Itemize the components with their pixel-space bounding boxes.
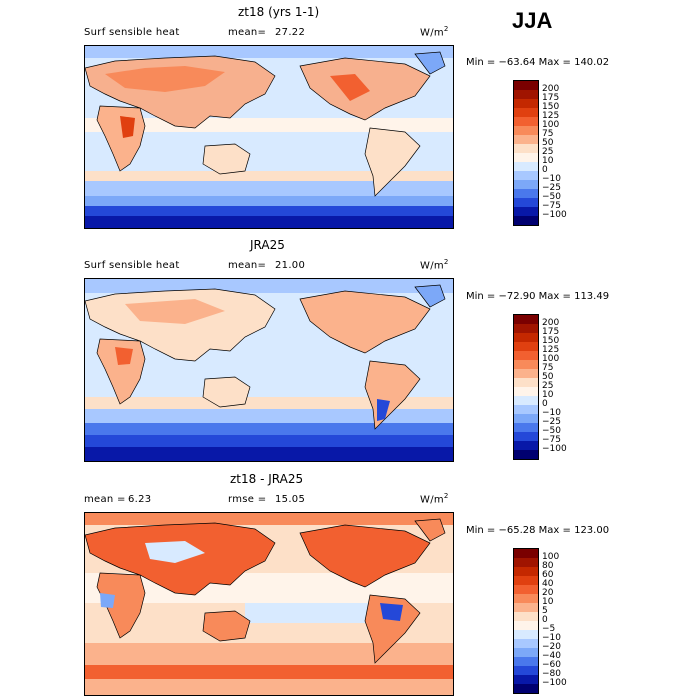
colorbar-label: 25 — [542, 147, 554, 157]
colorbar-label: 0 — [542, 399, 548, 409]
colorbar-label: 80 — [542, 561, 554, 571]
panel-3-colorbar-labels: 100 80 60 40 20 10 5 0 −5 −10 −20 −40 −6… — [542, 553, 567, 688]
colorbar-label: −80 — [542, 669, 561, 679]
colorbar-label: 0 — [542, 615, 548, 625]
panel-1-mean-value: 27.22 — [275, 27, 306, 38]
colorbar-label: 75 — [542, 363, 554, 373]
panel-2-title: JRA25 — [250, 238, 285, 252]
panel-1-variable: Surf sensible heat — [84, 27, 180, 38]
colorbar-label: −25 — [542, 183, 561, 193]
colorbar-label: −75 — [542, 435, 561, 445]
colorbar-label: 200 — [542, 318, 560, 328]
panel-3-map — [84, 512, 454, 696]
panel-1-map — [84, 45, 454, 229]
colorbar-label: −100 — [542, 444, 567, 454]
colorbar-label: −5 — [542, 624, 556, 634]
panel-2-min-max: Min = −72.90 Max = 113.49 — [466, 291, 610, 302]
colorbar-label: −100 — [542, 210, 567, 220]
colorbar-label: 40 — [542, 579, 554, 589]
colorbar-label: 200 — [542, 84, 560, 94]
colorbar-label: 60 — [542, 570, 554, 580]
colorbar-label: −10 — [542, 408, 561, 418]
panel-3-rmse-value: 15.05 — [275, 494, 306, 505]
colorbar-label: 75 — [542, 129, 554, 139]
panel-1-title: zt18 (yrs 1-1) — [238, 5, 320, 19]
panel-3-rmse-label: rmse = — [228, 494, 267, 505]
panel-3-min-max: Min = −65.28 Max = 123.00 — [466, 525, 610, 536]
colorbar-label: 25 — [542, 381, 554, 391]
panel-2-mean-value: 21.00 — [275, 260, 306, 271]
colorbar-label: 5 — [542, 606, 548, 616]
colorbar-label: −40 — [542, 651, 561, 661]
season-label: JJA — [512, 8, 553, 33]
colorbar-label: −60 — [542, 660, 561, 670]
panel-1-mean-label: mean= — [228, 27, 267, 38]
panel-3-title: zt18 - JRA25 — [230, 472, 304, 486]
colorbar-label: 50 — [542, 138, 554, 148]
colorbar-label: −10 — [542, 633, 561, 643]
colorbar-label: 175 — [542, 327, 560, 337]
panel-2-variable: Surf sensible heat — [84, 260, 180, 271]
panel-2-map — [84, 278, 454, 462]
colorbar-label: −75 — [542, 201, 561, 211]
panel-2-colorbar — [513, 314, 539, 460]
colorbar-label: 10 — [542, 597, 554, 607]
panel-3-mean-label: mean = — [84, 494, 126, 505]
colorbar-label: 20 — [542, 588, 554, 598]
panel-1-colorbar — [513, 80, 539, 226]
colorbar-label: 100 — [542, 354, 560, 364]
colorbar-label: 10 — [542, 156, 554, 166]
panel-3-mean-value: 6.23 — [128, 494, 152, 505]
colorbar-label: 125 — [542, 111, 560, 121]
colorbar-label: −25 — [542, 417, 561, 427]
colorbar-label: 50 — [542, 372, 554, 382]
colorbar-label: 0 — [542, 165, 548, 175]
colorbar-label: −10 — [542, 174, 561, 184]
colorbar-label: 100 — [542, 120, 560, 130]
colorbar-label: 100 — [542, 552, 560, 562]
colorbar-label: 125 — [542, 345, 560, 355]
panel-3-units: W/m2 — [420, 492, 449, 506]
panel-1-colorbar-labels: 200 175 150 125 100 75 50 25 10 0 −10 −2… — [542, 85, 567, 220]
panel-2-mean-label: mean= — [228, 260, 267, 271]
colorbar-label: −50 — [542, 426, 561, 436]
panel-1-min-max: Min = −63.64 Max = 140.02 — [466, 57, 610, 68]
panel-2-colorbar-labels: 200 175 150 125 100 75 50 25 10 0 −10 −2… — [542, 319, 567, 454]
colorbar-label: 10 — [542, 390, 554, 400]
panel-2-units: W/m2 — [420, 258, 449, 272]
colorbar-label: −100 — [542, 678, 567, 688]
colorbar-label: −20 — [542, 642, 561, 652]
panel-1-units: W/m2 — [420, 25, 449, 39]
colorbar-label: 150 — [542, 336, 560, 346]
colorbar-label: 150 — [542, 102, 560, 112]
panel-3-colorbar — [513, 548, 539, 694]
colorbar-label: −50 — [542, 192, 561, 202]
colorbar-label: 175 — [542, 93, 560, 103]
